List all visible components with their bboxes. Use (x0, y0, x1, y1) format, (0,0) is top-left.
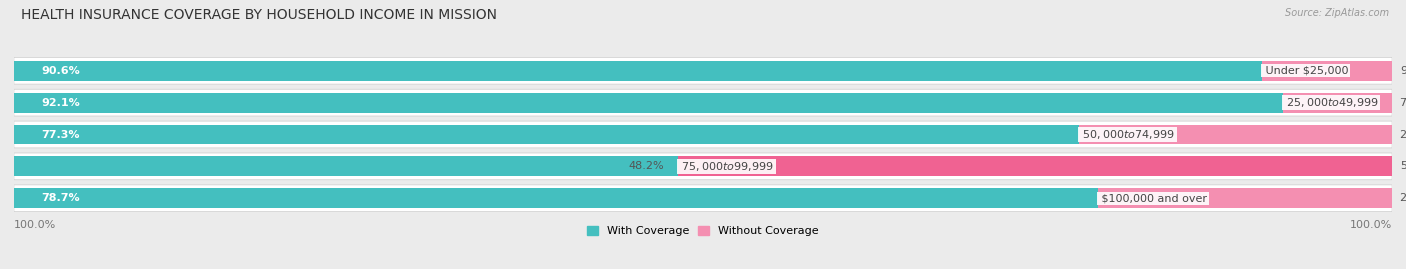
Text: $25,000 to $49,999: $25,000 to $49,999 (1284, 96, 1379, 109)
Bar (14, 157, 678, 176)
Text: 48.2%: 48.2% (628, 161, 665, 171)
FancyBboxPatch shape (14, 89, 1392, 116)
Text: 78.7%: 78.7% (42, 193, 80, 203)
Bar (14, 61, 1263, 81)
Text: 77.3%: 77.3% (42, 129, 80, 140)
Text: 51.9%: 51.9% (1400, 161, 1406, 171)
Bar (14, 93, 1284, 112)
Text: $75,000 to $99,999: $75,000 to $99,999 (678, 160, 775, 173)
Bar (678, 157, 1393, 176)
Text: 21.3%: 21.3% (1399, 193, 1406, 203)
Text: 9.5%: 9.5% (1400, 66, 1406, 76)
Text: Under $25,000: Under $25,000 (1263, 66, 1348, 76)
Text: 90.6%: 90.6% (42, 66, 80, 76)
Text: $50,000 to $74,999: $50,000 to $74,999 (1080, 128, 1175, 141)
FancyBboxPatch shape (14, 153, 1392, 180)
FancyBboxPatch shape (14, 57, 1392, 84)
FancyBboxPatch shape (14, 121, 1392, 148)
Bar (1263, 61, 1393, 81)
Text: 100.0%: 100.0% (1350, 220, 1392, 230)
Text: 100.0%: 100.0% (14, 220, 56, 230)
Legend: With Coverage, Without Coverage: With Coverage, Without Coverage (582, 222, 824, 241)
Bar (1098, 188, 1392, 208)
Bar (14, 188, 1098, 208)
Bar (1284, 93, 1392, 112)
Text: Source: ZipAtlas.com: Source: ZipAtlas.com (1285, 8, 1389, 18)
Bar (1080, 125, 1392, 144)
Text: 22.7%: 22.7% (1399, 129, 1406, 140)
Text: HEALTH INSURANCE COVERAGE BY HOUSEHOLD INCOME IN MISSION: HEALTH INSURANCE COVERAGE BY HOUSEHOLD I… (21, 8, 498, 22)
Bar (14, 125, 1080, 144)
Text: $100,000 and over: $100,000 and over (1098, 193, 1208, 203)
FancyBboxPatch shape (14, 185, 1392, 212)
Text: 7.9%: 7.9% (1399, 98, 1406, 108)
Text: 92.1%: 92.1% (42, 98, 80, 108)
